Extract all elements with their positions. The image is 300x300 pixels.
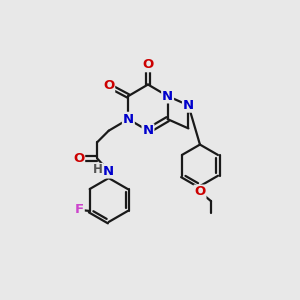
Text: F: F <box>75 203 84 216</box>
Text: N: N <box>103 165 114 178</box>
Text: H: H <box>93 164 103 176</box>
Text: O: O <box>194 185 206 198</box>
Text: N: N <box>123 113 134 126</box>
Text: O: O <box>103 79 114 92</box>
Text: O: O <box>142 58 154 71</box>
Text: N: N <box>183 99 194 112</box>
Text: O: O <box>73 152 84 165</box>
Text: N: N <box>162 90 173 103</box>
Text: N: N <box>142 124 154 137</box>
